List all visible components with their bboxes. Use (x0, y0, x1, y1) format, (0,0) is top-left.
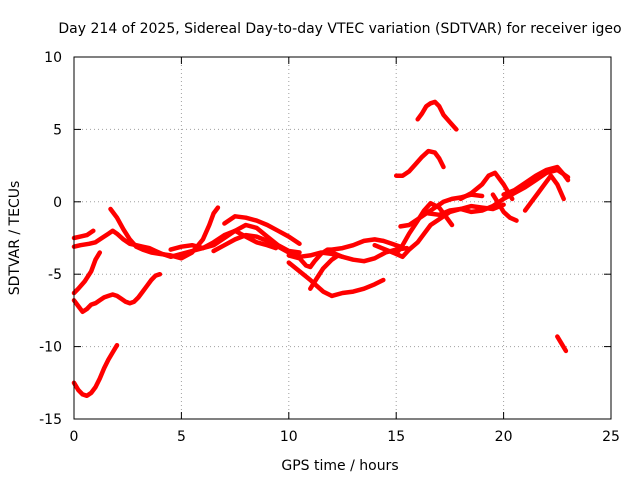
series-arc-6 (108, 205, 221, 261)
series-arc-22 (490, 192, 519, 223)
series-arc-19 (415, 99, 459, 132)
series-arc-25 (555, 334, 569, 354)
axis-ticks: 0 5 10 15 20 25 -15 -10 -5 0 5 10 (39, 50, 620, 445)
series-arc-21 (458, 170, 515, 202)
y-axis-label: SDTVAR / TECUs (7, 181, 23, 296)
x-axis-label: GPS time / hours (281, 458, 398, 474)
series-arc-5 (71, 342, 120, 399)
series-arc-24 (522, 173, 566, 213)
x-tick-label: 10 (280, 429, 298, 445)
series-arc-23 (501, 164, 571, 197)
series-arc-18 (393, 148, 446, 178)
data-series (71, 99, 571, 399)
y-tick-label: 10 (44, 50, 62, 66)
series-arc-3 (71, 250, 103, 296)
x-tick-label: 20 (495, 429, 513, 445)
y-tick-label: 5 (53, 122, 62, 138)
y-tick-label: 0 (53, 195, 62, 211)
x-tick-label: 15 (387, 429, 405, 445)
chart-title: Day 214 of 2025, Sidereal Day-to-day VTE… (58, 21, 621, 37)
x-tick-label: 0 (70, 429, 79, 445)
y-tick-label: -15 (39, 412, 62, 428)
series-arc-4 (71, 271, 163, 315)
series-arc-1 (71, 228, 96, 241)
series-arc-15 (372, 202, 506, 260)
grid-lines (74, 57, 611, 419)
series-arc-12 (308, 253, 341, 291)
series-arc-10 (286, 237, 403, 270)
series-arc-9 (222, 214, 302, 247)
y-tick-label: -10 (39, 340, 62, 356)
plot-frame (73, 56, 612, 420)
x-tick-label: 25 (602, 429, 620, 445)
x-tick-label: 5 (177, 429, 186, 445)
y-tick-label: -5 (48, 267, 62, 283)
series-arc-13 (329, 277, 386, 299)
series-arc-14 (329, 245, 410, 264)
